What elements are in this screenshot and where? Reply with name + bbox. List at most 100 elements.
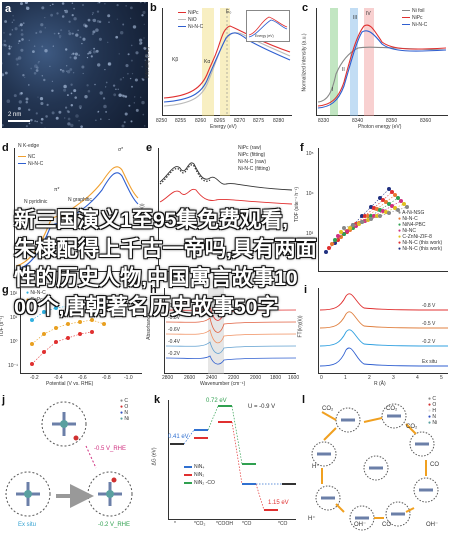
- scale-bar-label: 2 nm: [8, 112, 22, 118]
- xtick: 2800: [162, 375, 174, 381]
- energy-levels: [170, 405, 296, 511]
- ytick: 10¹: [10, 315, 18, 321]
- molecule-icon: [391, 512, 405, 516]
- species-label: OH⁻: [354, 522, 367, 528]
- ytick: 10⁰: [10, 339, 18, 345]
- nipc-curve: [317, 24, 447, 107]
- panel-g-axes: [20, 288, 142, 374]
- data-point: [66, 304, 70, 308]
- caption-ex-situ: Ex situ: [18, 522, 37, 528]
- legend-item: ● N: [120, 410, 129, 416]
- xtick: 2000: [250, 375, 262, 381]
- panel-c: c I II III IV Ni foil NiPc Ni-N-C 8330 8…: [302, 2, 452, 130]
- legend-item: ● O: [120, 404, 129, 410]
- legend-item: NC: [18, 154, 35, 160]
- panel-h-axes: [164, 288, 296, 374]
- highlight-band: [220, 8, 230, 116]
- ninc-curve: [15, 172, 139, 271]
- species-label: CO₂: [386, 406, 398, 412]
- data-point: [399, 199, 403, 203]
- atom-legend: ● C ● O ● N ● Ni: [120, 398, 129, 422]
- energy-value: 0.72 eV: [206, 398, 227, 404]
- overlay-line: 朱棣配得上千古一帝吗,具有两面: [14, 237, 317, 261]
- reaction-arrow: [405, 423, 417, 435]
- panel-k: k U = -0.9 V 0.41 eV 0.72 eV 1.15 eV NiN…: [152, 394, 300, 534]
- data-point: [102, 304, 106, 308]
- legend-item: NiO: [178, 17, 197, 23]
- panel-d-label: d: [2, 142, 9, 154]
- data-point: [345, 229, 349, 233]
- legend-item: ● Ni: [428, 420, 438, 426]
- panel-k-title: U = -0.9 V: [248, 404, 276, 410]
- xlabel: Energy (eV): [210, 124, 237, 130]
- data-point: [42, 310, 46, 314]
- panel-k-axes: [168, 400, 296, 520]
- xtick: *COOH: [216, 521, 233, 527]
- xtick: 8270: [234, 118, 246, 124]
- ylabel: Intensity (a.u.): [144, 46, 151, 79]
- ytick: 10⁵: [306, 151, 314, 157]
- ninc-curve: [163, 32, 291, 103]
- data-point: [42, 350, 46, 354]
- series-label: -0.5 V: [422, 321, 436, 327]
- data-point: [342, 226, 346, 230]
- xlabel: Wavenumber (cm⁻¹): [200, 381, 246, 387]
- xtick: 8330: [318, 118, 330, 124]
- legend-item: Ni foil: [402, 8, 425, 14]
- xtick: 8275: [253, 118, 265, 124]
- panel-e: e NiPc (raw) NiPc (fitting) Ni-N-C (raw)…: [140, 142, 296, 282]
- data-point: [90, 330, 94, 334]
- molecule-icon: [415, 442, 429, 446]
- nifoil-curve: [317, 46, 447, 103]
- ann-kalpha: Kα: [204, 59, 211, 65]
- species-label: OH⁻: [426, 522, 439, 528]
- data-point: [78, 302, 82, 306]
- xtick: 5: [440, 375, 443, 381]
- legend-item: ● NiN4-PBC: [398, 222, 426, 228]
- nc-curve: [15, 166, 139, 267]
- molecule-circle: [5, 471, 51, 517]
- data-point: [366, 214, 370, 218]
- ft-line: [319, 293, 449, 311]
- overlay-line: 新三国演义1至95集免费观看,: [14, 208, 288, 232]
- xtick: 4: [416, 375, 419, 381]
- data-point: [330, 242, 334, 246]
- data-point: [369, 214, 373, 218]
- series-label: Ex situ: [422, 359, 438, 365]
- legend-item: Ni-N-C (fitting): [238, 166, 270, 172]
- reaction-arrow: [323, 427, 337, 441]
- legend-item: Ni-N-C: [18, 161, 43, 167]
- ytick: 10²: [10, 291, 18, 297]
- ann-e0: E₀: [226, 9, 232, 15]
- data-point: [357, 222, 361, 226]
- ft-line: [319, 329, 449, 347]
- panel-l-label: l: [302, 394, 306, 406]
- ann-sigma: σ*: [118, 147, 124, 153]
- panel-i-axes: [318, 288, 448, 374]
- legend-item: ● Ni-N-C: [398, 216, 418, 222]
- reaction-arrow: [321, 411, 337, 421]
- legend-item: ● N: [428, 414, 437, 420]
- reaction-cycle: [311, 403, 439, 531]
- xtick: -0.8: [102, 375, 111, 381]
- ann: N pyridinic: [24, 199, 48, 205]
- panel-f-axes: [318, 148, 448, 272]
- data-point: [396, 196, 400, 200]
- xtick: 1600: [288, 375, 300, 381]
- ytick: 10⁴: [306, 191, 314, 197]
- xtick: 2: [368, 375, 371, 381]
- data-point: [381, 198, 385, 202]
- data-point: [390, 190, 394, 194]
- species-label: CO: [382, 522, 391, 528]
- xtick: 1: [344, 375, 347, 381]
- ann: III: [353, 15, 358, 21]
- molecule-circle: [41, 401, 87, 447]
- panel-j: j Ex situ -0.5 V_RHE -0.2 V_RHE ● C ● O: [2, 394, 152, 534]
- molecule-icon: [341, 418, 355, 422]
- panel-h: h -1.0V -0.8V -0.6V -0.4V -0.2V 2800 260…: [146, 284, 300, 388]
- data-point: [375, 214, 379, 218]
- panel-j-label: j: [2, 394, 6, 406]
- xtick: 8340: [352, 118, 364, 124]
- series-label: -0.4V: [168, 339, 180, 345]
- energy-value: 1.15 eV: [268, 500, 289, 506]
